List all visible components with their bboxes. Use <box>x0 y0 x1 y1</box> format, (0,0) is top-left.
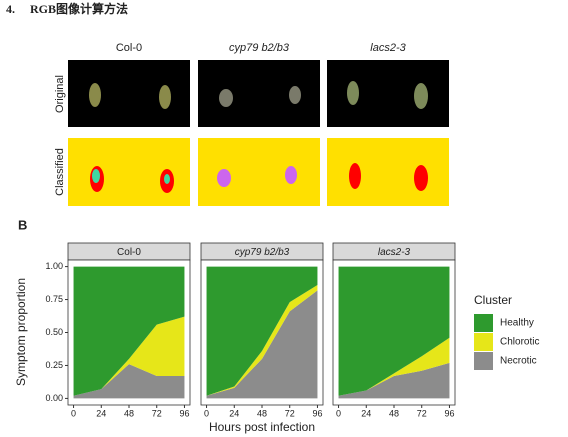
panel-letter: B <box>18 217 27 232</box>
row-label: Classified <box>54 148 66 196</box>
x-tick-label: 24 <box>361 408 371 418</box>
y-tick-label: 0.75 <box>45 294 63 304</box>
legend-label: Chlorotic <box>500 337 539 348</box>
x-tick-label: 96 <box>179 408 189 418</box>
area <box>206 266 318 396</box>
area <box>73 266 185 396</box>
y-tick-label: 0.25 <box>45 360 63 370</box>
classified-images <box>68 138 449 206</box>
facet-title: lacs2-3 <box>378 247 411 258</box>
area <box>338 362 450 399</box>
facet-title: cyp79 b2/b3 <box>235 247 290 258</box>
x-tick-label: 0 <box>336 408 341 418</box>
x-tick-label: 24 <box>229 408 239 418</box>
x-tick-label: 0 <box>71 408 76 418</box>
y-axis-label: Symptom proportion <box>14 278 28 386</box>
legend-key <box>474 333 493 351</box>
x-tick-label: 72 <box>417 408 427 418</box>
area <box>338 337 450 396</box>
column-label: lacs2-3 <box>370 42 406 54</box>
y-tick-label: 1.00 <box>45 261 63 271</box>
column-label: cyp79 b2/b3 <box>229 42 290 54</box>
legend-key <box>474 314 493 332</box>
x-tick-label: 72 <box>285 408 295 418</box>
x-axis-label: Hours post infection <box>209 420 315 434</box>
row-label: Original <box>54 75 66 113</box>
legend-key <box>474 352 493 370</box>
x-tick-label: 48 <box>257 408 267 418</box>
facet-title: Col-0 <box>117 247 141 258</box>
header-number: 4. <box>6 2 15 16</box>
area <box>206 290 318 399</box>
area <box>73 364 185 399</box>
x-tick-label: 48 <box>389 408 399 418</box>
x-tick-label: 48 <box>124 408 134 418</box>
legend-label: Healthy <box>500 318 534 329</box>
x-tick-label: 0 <box>204 408 209 418</box>
area <box>206 285 318 396</box>
x-tick-label: 24 <box>96 408 106 418</box>
y-tick-label: 0.50 <box>45 327 63 337</box>
x-tick-label: 96 <box>444 408 454 418</box>
x-tick-label: 96 <box>312 408 322 418</box>
y-tick-label: 0.00 <box>45 393 63 403</box>
x-tick-label: 72 <box>152 408 162 418</box>
original-images <box>68 60 449 127</box>
legend-label: Necrotic <box>500 356 537 367</box>
area <box>338 266 450 396</box>
legend-title: Cluster <box>474 293 512 307</box>
column-label: Col-0 <box>116 42 142 54</box>
header-title: RGB图像计算方法 <box>30 1 128 16</box>
area <box>73 316 185 396</box>
